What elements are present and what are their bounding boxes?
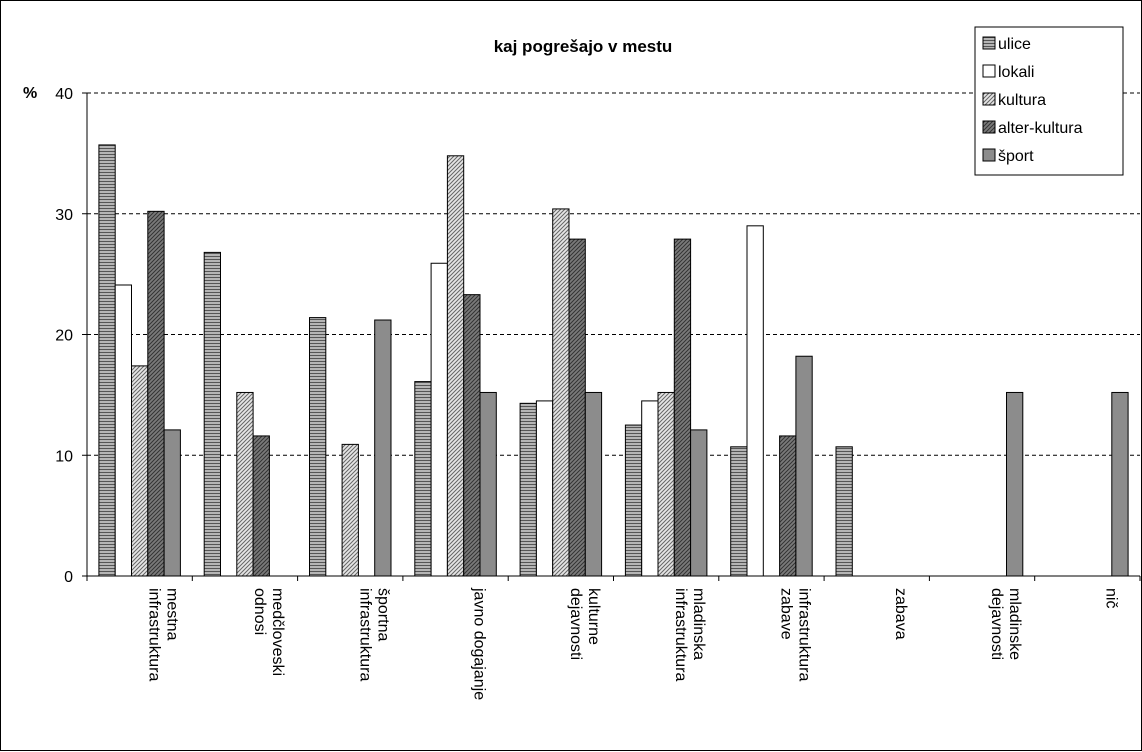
legend-swatch-ulice	[982, 36, 996, 50]
bar-kultura-1	[236, 391, 254, 577]
category-label: zabave	[777, 588, 794, 640]
bar-šport-0	[163, 429, 181, 577]
legend: ulice lokali kultura alter-kultura šport	[974, 26, 1124, 176]
category-label: medčloveski	[269, 588, 286, 676]
y-tick-labels: 0 10 20 30 40	[55, 86, 73, 586]
bar-lokali-3	[430, 262, 448, 577]
category-label: odnosi	[251, 588, 268, 635]
bar-kultura-2	[341, 443, 359, 577]
chart-title: kaj pogrešajo v mestu	[494, 37, 673, 56]
bar-ulice-5	[624, 424, 643, 577]
bar-šport-6	[795, 355, 813, 577]
legend-swatch-šport	[982, 148, 996, 162]
bar-šport-9	[1111, 391, 1129, 577]
y-tick-label: 20	[55, 328, 73, 345]
bar-šport-5	[690, 429, 708, 577]
bars	[98, 144, 1129, 577]
bar-ulice-0	[98, 144, 116, 577]
legend-box	[974, 26, 1124, 176]
y-tick-label: 0	[64, 569, 73, 586]
legend-swatch-kultura	[982, 92, 996, 106]
bar-lokali-6	[746, 225, 764, 577]
axes	[82, 92, 1141, 581]
bar-ulice-4	[519, 402, 537, 577]
bar-alter-kultura-0	[147, 210, 165, 577]
legend-swatch-alter-kultura	[982, 120, 996, 134]
bar-šport-2	[374, 319, 392, 577]
bar-lokali-4	[535, 400, 554, 577]
legend-label-alter-kultura: alter-kultura	[998, 120, 1083, 137]
bar-alter-kultura-3	[463, 294, 481, 577]
y-tick-label: 10	[55, 448, 73, 465]
legend-label-šport: šport	[998, 148, 1034, 165]
bar-šport-8	[1006, 391, 1024, 577]
bar-alter-kultura-6	[779, 435, 797, 577]
category-label: zabava	[892, 588, 909, 640]
y-tick-label: 40	[55, 86, 73, 103]
bar-lokali-5	[641, 400, 659, 577]
y-tick-label: 30	[55, 207, 73, 224]
bar-alter-kultura-1	[252, 435, 270, 577]
bar-šport-3	[479, 391, 497, 577]
bar-ulice-2	[309, 317, 327, 577]
bar-alter-kultura-4	[568, 238, 586, 577]
category-label: nič	[1102, 588, 1119, 608]
category-label: športna	[374, 588, 391, 641]
bar-lokali-0	[114, 284, 132, 577]
category-label: dejavnosti	[567, 588, 584, 660]
bar-ulice-7	[835, 446, 853, 577]
bar-kultura-0	[131, 365, 149, 577]
category-label: infrastruktura	[146, 588, 163, 681]
category-label: infrastruktura	[672, 588, 689, 681]
bar-alter-kultura-5	[673, 238, 692, 577]
legend-label-kultura: kultura	[998, 92, 1046, 109]
y-axis-label: %	[23, 85, 37, 102]
bar-šport-4	[584, 391, 603, 577]
category-label: mladinska	[690, 588, 707, 660]
bar-ulice-1	[203, 251, 221, 577]
legend-swatch-lokali	[982, 64, 996, 78]
category-label: mestna	[164, 588, 181, 641]
category-label: infrastruktura	[356, 588, 373, 681]
legend-label-lokali: lokali	[998, 64, 1034, 81]
category-label: infrastruktura	[795, 588, 812, 681]
category-label: kulturne	[585, 588, 602, 645]
bar-ulice-6	[730, 446, 748, 577]
bar-ulice-3	[414, 381, 432, 577]
bar-kultura-5	[657, 391, 675, 577]
category-label: mladinske	[1006, 588, 1023, 660]
gridlines	[87, 92, 1140, 456]
bar-kultura-4	[552, 208, 570, 577]
legend-label-ulice: ulice	[998, 36, 1031, 53]
category-label: dejavnosti	[988, 588, 1005, 660]
category-label: javno dogajanje	[471, 587, 488, 700]
bar-kultura-3	[446, 155, 465, 577]
